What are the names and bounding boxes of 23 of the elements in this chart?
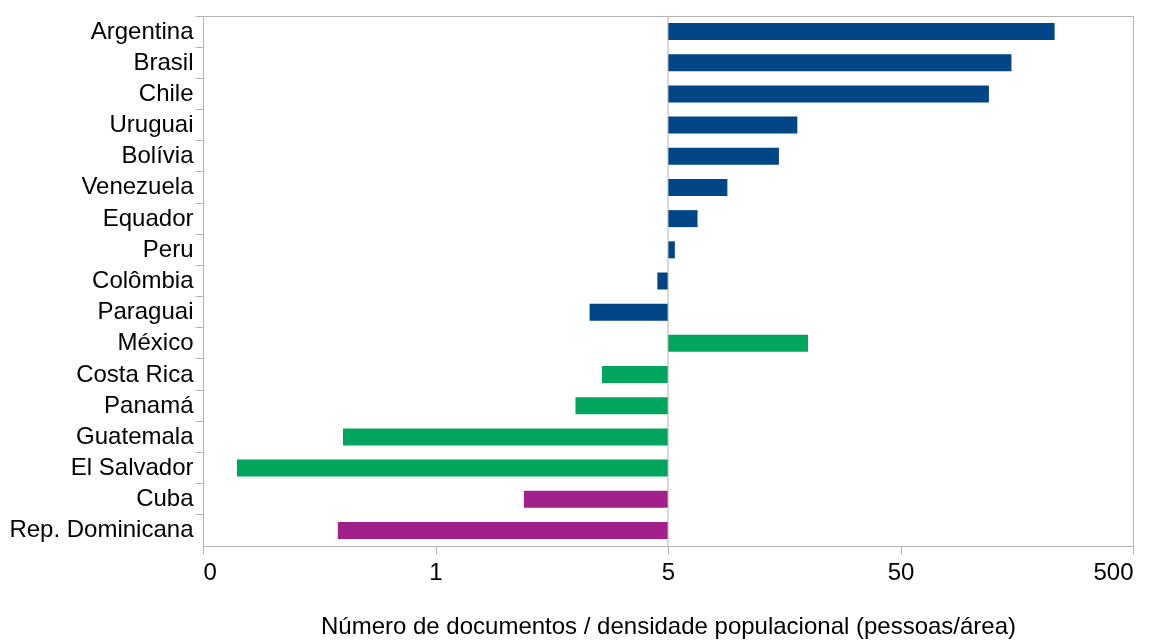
- y-tick-label: Paraguai: [97, 297, 194, 325]
- y-tick-label: Colômbia: [92, 266, 195, 293]
- x-tick-label: 0: [203, 557, 217, 585]
- y-tick-label: Brasil: [133, 47, 194, 75]
- y-tick-label: Peru: [142, 234, 194, 262]
- x-tick-label: 50: [887, 557, 915, 585]
- y-tick-label: Venezuela: [81, 172, 195, 200]
- y-tick-label: México: [117, 328, 194, 356]
- y-tick-label: Chile: [138, 78, 194, 106]
- y-tick-label: El Salvador: [70, 453, 194, 481]
- y-tick-label: Cuba: [136, 484, 195, 512]
- y-tick-label: Uruguai: [109, 110, 194, 138]
- x-tick-label: 5: [661, 557, 676, 585]
- y-tick-label: Costa Rica: [76, 359, 195, 387]
- x-tick-label: 500: [1093, 557, 1134, 585]
- x-tick-label: 1: [429, 557, 443, 585]
- y-tick-label: Panamá: [104, 390, 195, 418]
- y-tick-label: Argentina: [90, 16, 195, 44]
- x-axis-title: Número de documentos / densidade populacional (pessoas/área): [320, 611, 1017, 639]
- y-tick-label: Rep. Dominicana: [9, 515, 195, 543]
- y-tick-label: Equador: [102, 203, 194, 231]
- y-tick-label: Guatemala: [76, 421, 195, 449]
- y-tick-label: Bolívia: [121, 141, 195, 169]
